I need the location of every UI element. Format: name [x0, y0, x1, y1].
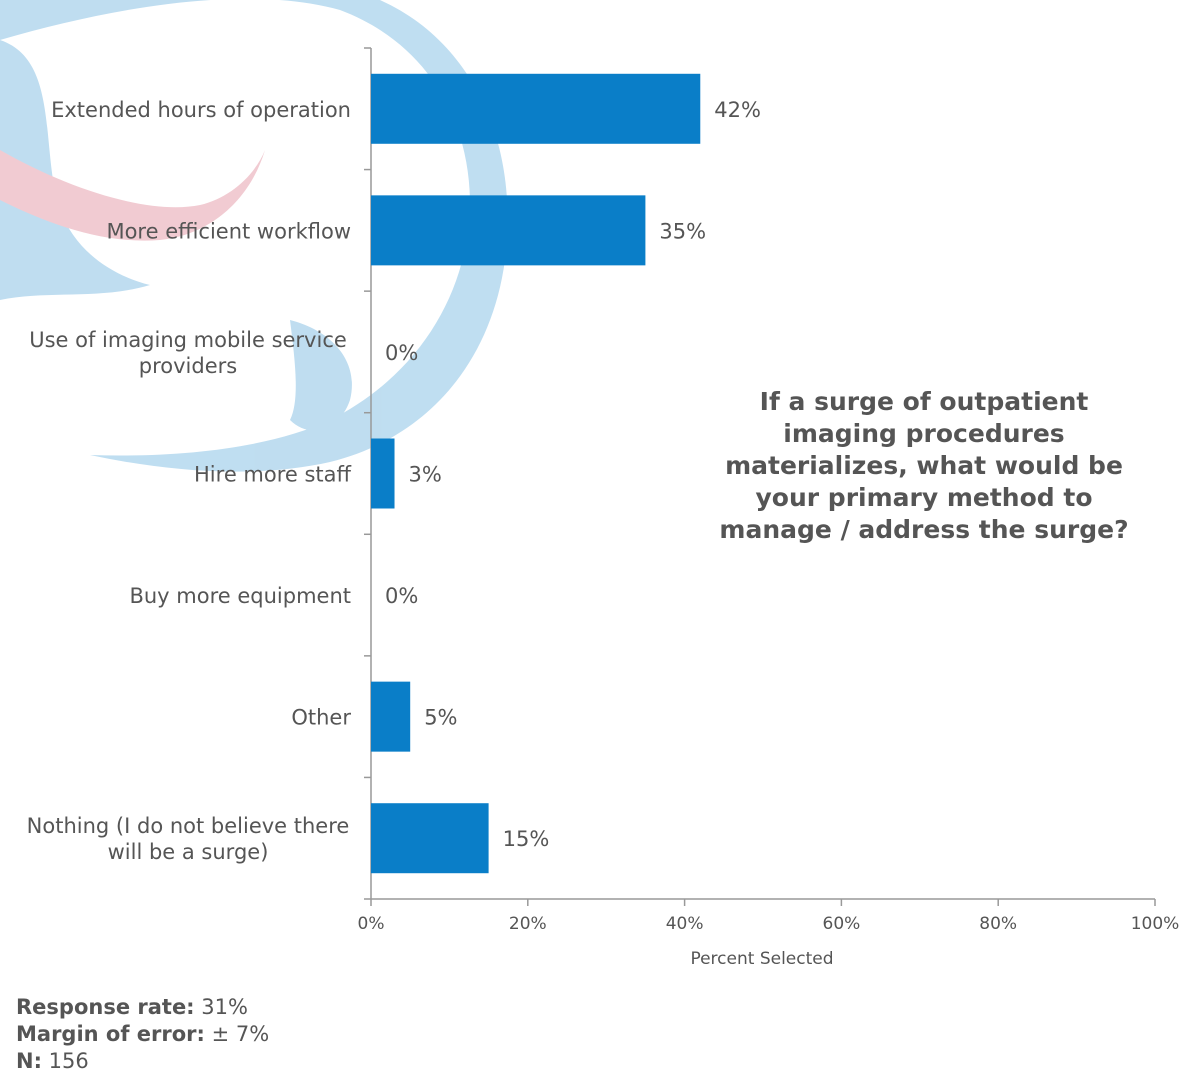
- bar: [371, 681, 411, 752]
- watermark-logo: [0, 0, 508, 472]
- margin-of-error: Margin of error: ± 7%: [16, 1022, 270, 1046]
- category-label: Hire more staff: [194, 463, 352, 487]
- sample-size: N: 156: [16, 1049, 89, 1073]
- x-axis-title: Percent Selected: [690, 949, 833, 969]
- value-label: 0%: [385, 584, 418, 608]
- category-label-line: Use of imaging mobile service: [29, 328, 347, 352]
- value-label: 5%: [424, 706, 457, 730]
- category-label: Extended hours of operation: [51, 98, 351, 122]
- x-tick-label: 0%: [358, 914, 385, 934]
- x-tick-label: 60%: [823, 914, 861, 934]
- value-label: 0%: [385, 341, 418, 365]
- bar: [371, 803, 489, 874]
- category-label: Other: [291, 706, 351, 730]
- survey-footer: Response rate: 31% Margin of error: ± 7%…: [16, 994, 269, 1075]
- value-label: 3%: [409, 463, 442, 487]
- category-label: Buy more equipment: [129, 584, 351, 608]
- category-label-line: Hire more staff: [194, 463, 352, 487]
- category-label-line: Nothing (I do not believe there: [27, 814, 350, 838]
- bar: [371, 195, 646, 266]
- x-tick-label: 20%: [509, 914, 547, 934]
- response-rate: Response rate: 31%: [16, 995, 248, 1019]
- category-label-line: More efficient workflow: [106, 219, 351, 243]
- bar: [371, 73, 701, 144]
- category-label-line: Other: [291, 706, 351, 730]
- survey-question: If a surge of outpatient imaging procedu…: [719, 387, 1129, 544]
- category-label-line: will be a surge): [108, 840, 269, 864]
- value-label: 35%: [659, 219, 706, 243]
- x-tick-label: 80%: [979, 914, 1017, 934]
- category-label: Nothing (I do not believe there will be a…: [27, 814, 350, 864]
- category-label: Use of imaging mobile service providers: [29, 328, 347, 378]
- x-tick-label: 40%: [666, 914, 704, 934]
- bar: [371, 438, 395, 509]
- value-label: 15%: [503, 827, 550, 851]
- category-label-line: Extended hours of operation: [51, 98, 351, 122]
- x-tick-label: 100%: [1131, 914, 1180, 934]
- bars: [371, 73, 701, 874]
- category-label: More efficient workflow: [106, 219, 351, 243]
- category-label-line: Buy more equipment: [129, 584, 351, 608]
- labels: 0% 20% 40% 60% 80% 100% 42% Extended hours of o…: [27, 98, 1180, 934]
- value-label: 42%: [714, 98, 761, 122]
- category-label-line: providers: [139, 354, 237, 378]
